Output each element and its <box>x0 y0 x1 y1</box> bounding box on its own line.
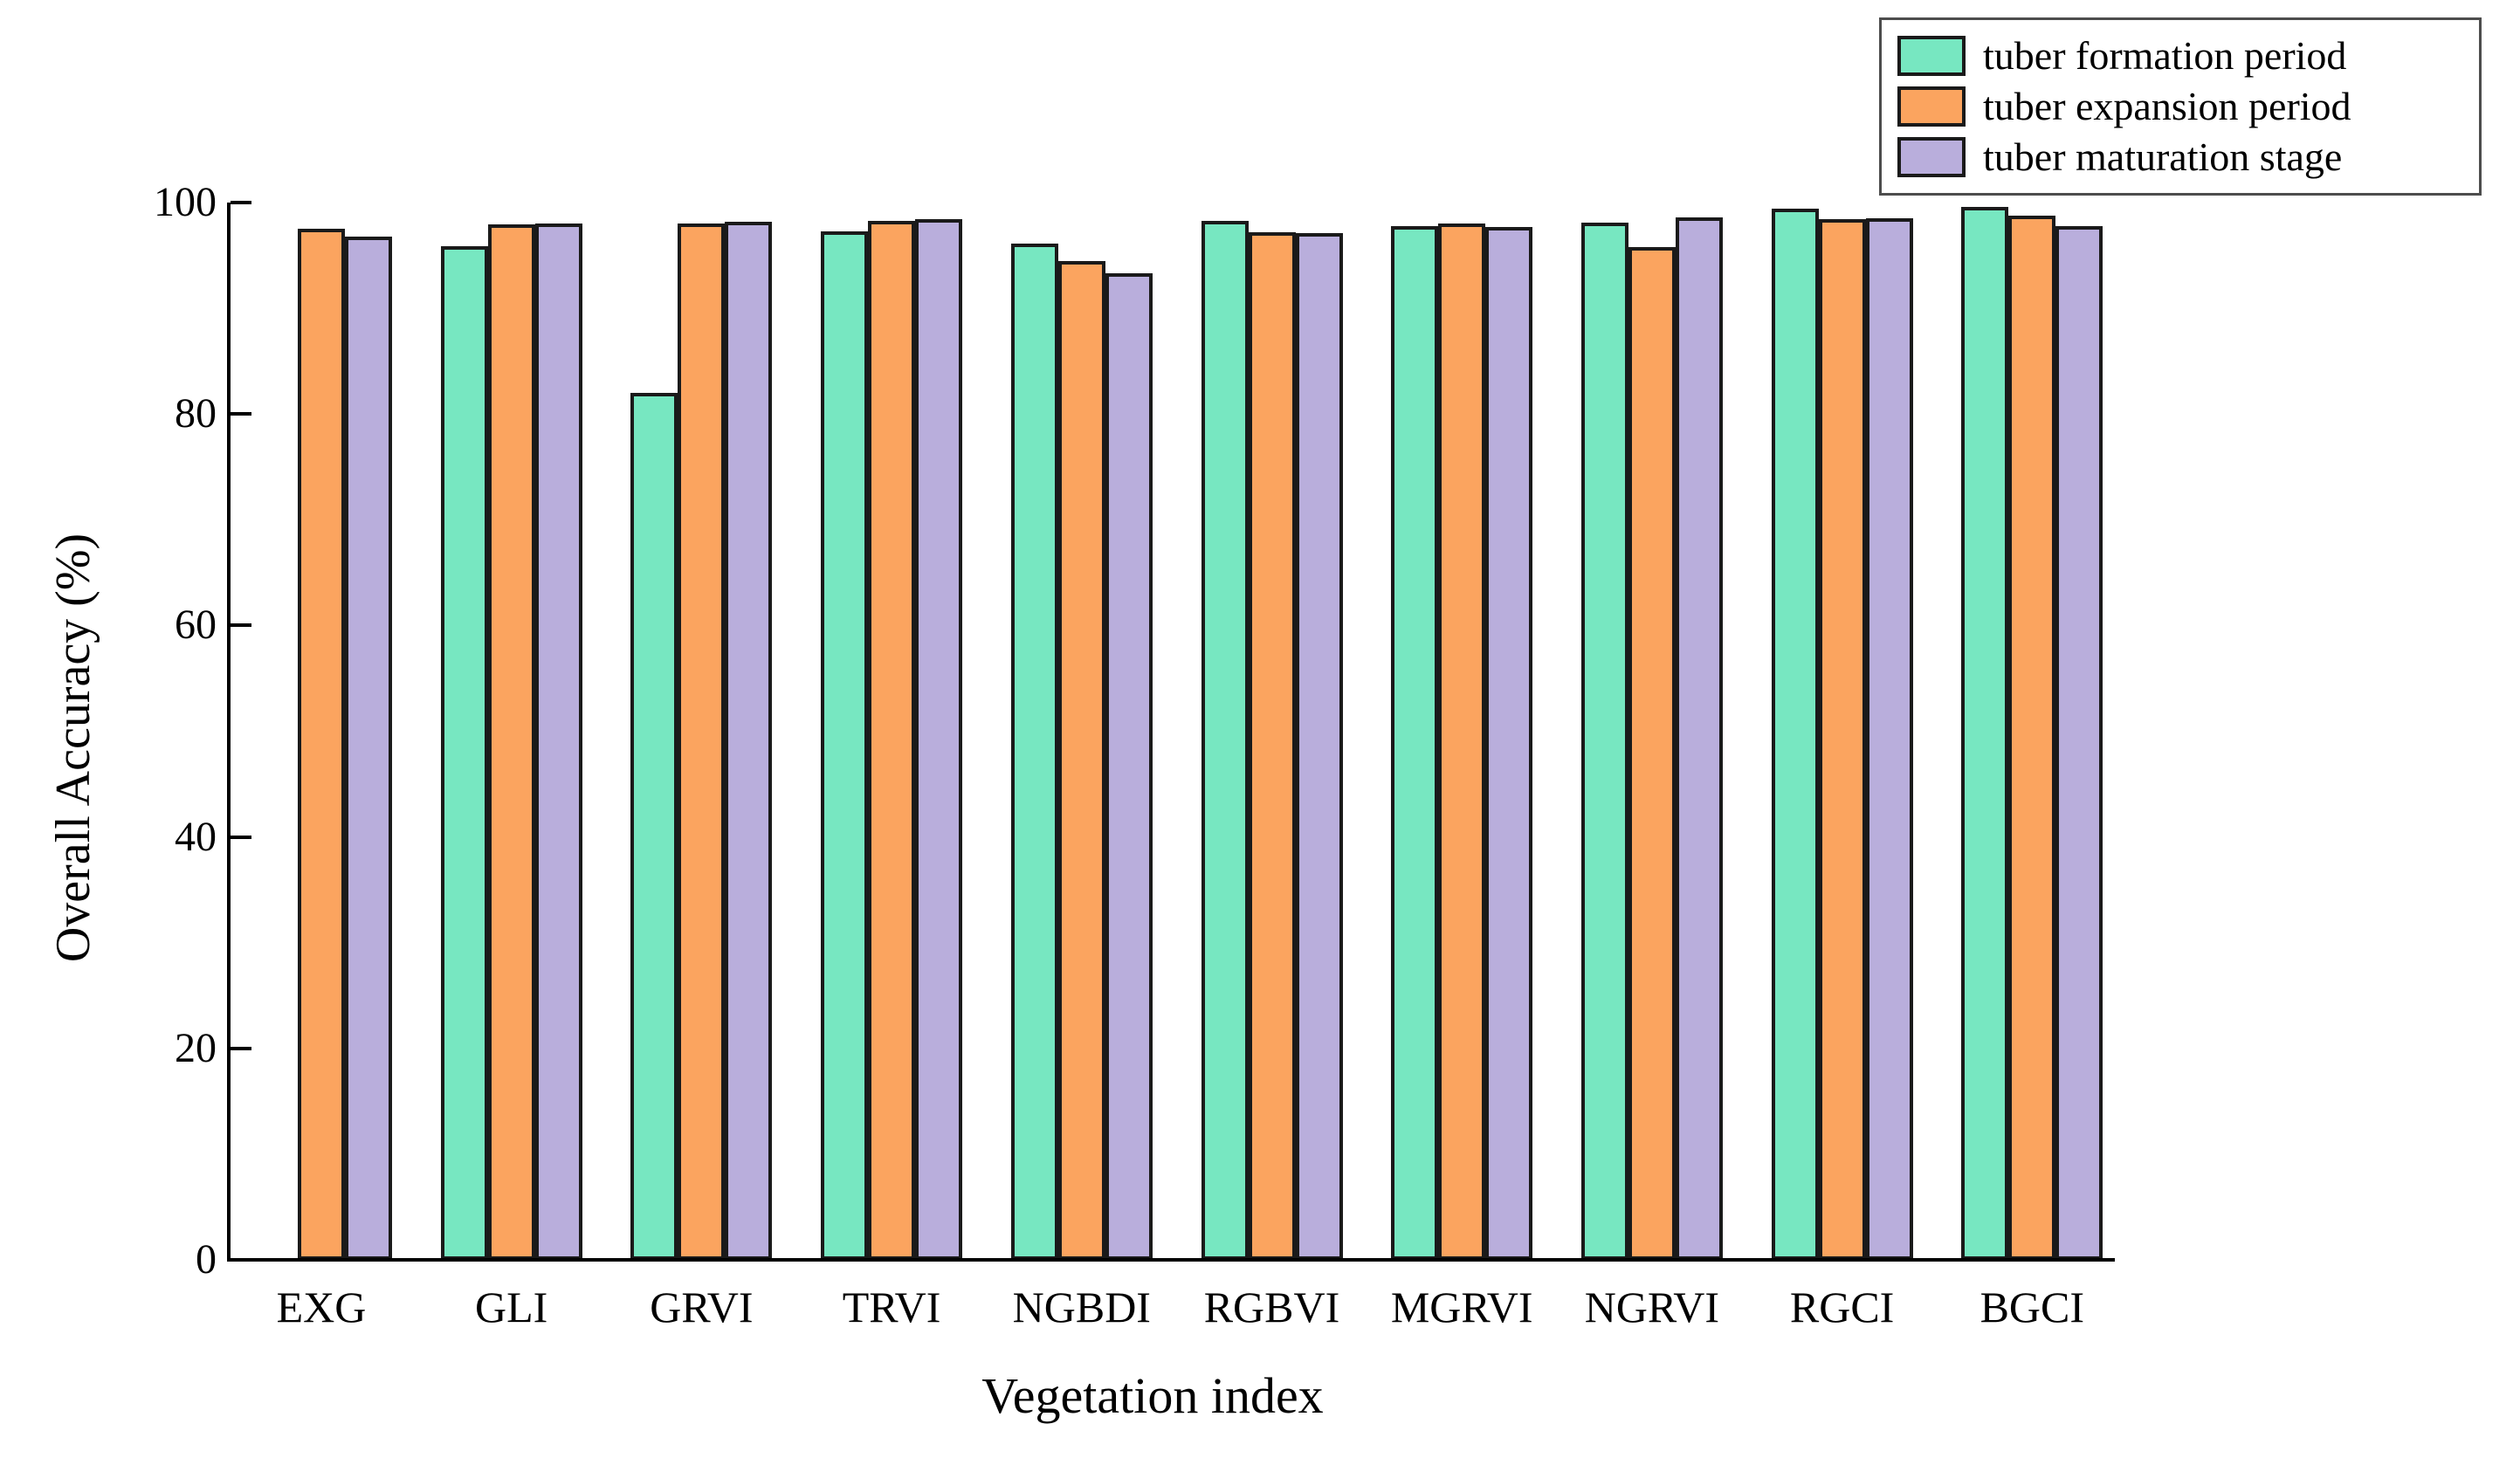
x-category-label-rgbvi: RGBVI <box>1203 1283 1340 1331</box>
bar-rgci-series-1 <box>1818 219 1866 1260</box>
bar-trvi-series-2 <box>915 219 963 1260</box>
bar-gli-series-1 <box>487 224 535 1260</box>
bar-grvi-series-0 <box>630 393 678 1260</box>
bar-ngrvi-series-2 <box>1675 217 1723 1260</box>
x-axis-line <box>227 1258 2115 1262</box>
x-axis-title: Vegetation index <box>981 1367 1324 1424</box>
bar-exg-series-2 <box>345 236 392 1260</box>
y-axis-line <box>227 203 231 1262</box>
x-category-label-rgci: RGCI <box>1789 1283 1895 1331</box>
y-tick-label: 20 <box>175 1024 217 1071</box>
y-axis-title: Overall Accuracy (%) <box>46 533 100 963</box>
y-tick-label: 100 <box>154 179 217 225</box>
bar-mgrvi-series-1 <box>1438 224 1486 1260</box>
x-category-label-exg: EXG <box>276 1283 367 1331</box>
bar-rgbvi-series-0 <box>1201 220 1249 1260</box>
bar-ngbdi-series-0 <box>1010 244 1058 1260</box>
bar-ngrvi-series-0 <box>1580 223 1628 1260</box>
bar-ngrvi-series-1 <box>1628 246 1676 1260</box>
legend: tuber formation period tuber expansion pe… <box>1879 17 2482 196</box>
x-category-label-grvi: GRVI <box>650 1283 754 1331</box>
legend-item-0: tuber formation period <box>1897 31 2463 81</box>
y-tick-mark <box>231 623 251 628</box>
legend-swatch-1 <box>1897 86 1966 127</box>
legend-label-2: tuber maturation stage <box>1983 134 2343 179</box>
y-tick-mark <box>231 835 251 839</box>
bar-ngbdi-series-2 <box>1105 273 1153 1260</box>
y-tick-label: 80 <box>175 390 217 437</box>
legend-label-1: tuber expansion period <box>1983 84 2351 128</box>
y-tick-mark <box>231 1046 251 1050</box>
legend-swatch-2 <box>1897 137 1966 177</box>
x-category-label-mgrvi: MGRVI <box>1390 1283 1533 1331</box>
legend-swatch-0 <box>1897 36 1966 76</box>
bar-trvi-series-0 <box>821 230 869 1260</box>
bar-ngbdi-series-1 <box>1057 260 1105 1260</box>
bar-trvi-series-1 <box>868 220 916 1260</box>
bar-mgrvi-series-2 <box>1485 226 1533 1260</box>
bar-rgbvi-series-2 <box>1295 233 1343 1260</box>
bar-grvi-series-1 <box>678 224 726 1260</box>
y-tick-mark <box>231 412 251 416</box>
bar-gli-series-2 <box>534 224 582 1260</box>
bar-rgci-series-2 <box>1865 218 1913 1260</box>
bar-mgrvi-series-0 <box>1391 225 1439 1260</box>
y-tick-mark <box>231 201 251 204</box>
bar-rgci-series-0 <box>1771 209 1819 1260</box>
y-tick-label: 60 <box>175 602 217 649</box>
bar-grvi-series-2 <box>725 221 773 1260</box>
y-tick-label: 0 <box>196 1236 217 1283</box>
y-tick-label: 40 <box>175 813 217 860</box>
bar-exg-series-1 <box>298 229 345 1260</box>
bar-bgci-series-0 <box>1961 206 2009 1260</box>
x-category-label-ngrvi: NGRVI <box>1584 1283 1720 1331</box>
bar-rgbvi-series-1 <box>1248 231 1296 1260</box>
legend-item-2: tuber maturation stage <box>1897 132 2463 182</box>
legend-item-1: tuber expansion period <box>1897 81 2463 132</box>
x-category-label-ngbdi: NGBDI <box>1012 1283 1151 1331</box>
x-category-label-gli: GLI <box>475 1283 548 1331</box>
x-category-label-trvi: TRVI <box>842 1283 941 1331</box>
legend-label-0: tuber formation period <box>1983 33 2347 78</box>
bar-gli-series-0 <box>440 245 488 1260</box>
x-category-label-bgci: BGCI <box>1980 1283 2085 1331</box>
bar-bgci-series-1 <box>2008 215 2056 1260</box>
bar-bgci-series-2 <box>2055 225 2103 1260</box>
